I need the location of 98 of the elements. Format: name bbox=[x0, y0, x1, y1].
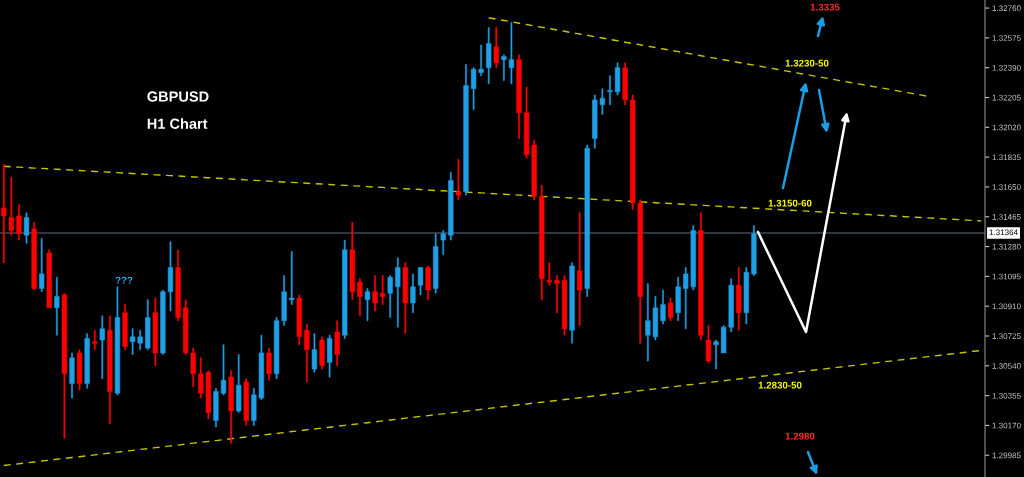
annotation: 1.2980 bbox=[785, 432, 815, 440]
candlestick bbox=[334, 320, 340, 367]
candlestick bbox=[713, 339, 719, 370]
candlestick bbox=[751, 225, 757, 276]
annotation: 1.2830-50 bbox=[758, 381, 802, 389]
y-tick-label: 1.31095 bbox=[992, 273, 1021, 280]
candlestick bbox=[84, 333, 90, 389]
candlestick bbox=[433, 233, 439, 294]
ref-line-label: 1.31364 bbox=[989, 229, 1018, 236]
candlestick bbox=[622, 62, 628, 106]
candlestick bbox=[76, 349, 83, 391]
candlestick bbox=[380, 275, 386, 305]
candlestick bbox=[387, 275, 393, 318]
candlestick bbox=[114, 286, 121, 396]
y-tick-label: 1.32020 bbox=[992, 124, 1021, 131]
candlestick bbox=[296, 294, 302, 346]
annotation: 1.3150-60 bbox=[768, 199, 812, 207]
candlestick bbox=[417, 267, 424, 296]
candlestick bbox=[8, 176, 14, 236]
candlestick bbox=[54, 276, 60, 336]
candlestick bbox=[289, 251, 295, 305]
y-tick-label: 1.30170 bbox=[992, 422, 1021, 429]
y-tick-label: 1.32575 bbox=[992, 35, 1021, 41]
line-series bbox=[3, 349, 982, 467]
candlestick bbox=[448, 172, 454, 241]
candlestick bbox=[410, 273, 416, 313]
y-tick-label: 1.30355 bbox=[992, 392, 1021, 399]
y-tick-label: 1.31465 bbox=[992, 214, 1021, 220]
candlestick bbox=[92, 330, 98, 350]
candlestick bbox=[440, 230, 446, 255]
candlestick bbox=[16, 204, 22, 241]
candlestick bbox=[69, 352, 75, 399]
candlestick bbox=[1, 164, 7, 263]
y-tick-label: 1.32390 bbox=[992, 64, 1021, 71]
candlestick bbox=[145, 299, 151, 350]
y-tick-label: 1.32760 bbox=[992, 5, 1021, 12]
candlestick bbox=[402, 262, 408, 334]
candlestick bbox=[46, 249, 52, 309]
candlestick bbox=[266, 347, 272, 381]
candlestick bbox=[304, 323, 310, 383]
candlestick bbox=[107, 315, 113, 425]
candlestick bbox=[614, 62, 621, 96]
candlestick bbox=[607, 75, 613, 106]
candlestick bbox=[569, 262, 575, 344]
candlestick bbox=[175, 249, 181, 321]
y-tick-label: 1.32205 bbox=[992, 94, 1021, 101]
y-tick-label: 1.29985 bbox=[992, 452, 1021, 459]
y-tick-label: 1.30910 bbox=[992, 303, 1021, 310]
annotation: 1.3335 bbox=[810, 3, 840, 11]
candlestick bbox=[577, 212, 583, 326]
candlestick bbox=[213, 388, 219, 428]
y-tick-label: 1.30540 bbox=[992, 363, 1021, 369]
candlestick bbox=[455, 159, 462, 201]
candlestick bbox=[736, 267, 742, 331]
candlestick bbox=[372, 275, 378, 312]
candlestick bbox=[539, 185, 545, 301]
candlestick bbox=[99, 315, 105, 379]
candlestick bbox=[425, 265, 431, 301]
y-tick-label: 1.31650 bbox=[992, 184, 1021, 190]
candlestick bbox=[493, 27, 499, 68]
candlestick bbox=[236, 354, 242, 413]
candlestick bbox=[463, 64, 469, 196]
annotation: ??? bbox=[115, 276, 133, 284]
candlestick bbox=[228, 370, 234, 444]
candlestick bbox=[61, 293, 68, 439]
line-series bbox=[488, 17, 929, 98]
candlestick bbox=[660, 289, 666, 325]
candlestick bbox=[743, 267, 749, 325]
candlestick bbox=[698, 212, 704, 341]
candlestick bbox=[152, 297, 158, 367]
candlestick bbox=[39, 238, 45, 292]
candlestick bbox=[220, 344, 227, 396]
candlestick bbox=[675, 276, 681, 321]
y-tick-label: 1.30725 bbox=[992, 333, 1021, 339]
candlestick bbox=[667, 297, 674, 321]
candlestick bbox=[395, 257, 401, 328]
candlestick bbox=[349, 222, 355, 301]
candlestick bbox=[546, 262, 552, 286]
candlestick bbox=[486, 27, 492, 85]
candlestick bbox=[364, 288, 371, 321]
text: GBPUSD bbox=[147, 91, 209, 102]
candlestick bbox=[243, 378, 249, 426]
candlestick bbox=[31, 222, 37, 291]
candlestick bbox=[342, 239, 348, 339]
candlestick bbox=[122, 304, 128, 350]
candlestick bbox=[516, 54, 522, 139]
line-series bbox=[3, 165, 982, 222]
annotation: 1.3230-50 bbox=[785, 59, 829, 67]
candlestick bbox=[311, 333, 318, 373]
text: H1 Chart bbox=[147, 118, 208, 129]
candlestick bbox=[23, 212, 30, 244]
candlestick bbox=[357, 278, 363, 317]
candlestick bbox=[584, 144, 590, 297]
candlestick bbox=[319, 336, 325, 370]
y-tick-label: 1.31280 bbox=[992, 243, 1021, 250]
candlestick bbox=[705, 325, 712, 363]
y-tick-label: 1.31835 bbox=[992, 154, 1021, 161]
candlestick bbox=[326, 334, 333, 378]
